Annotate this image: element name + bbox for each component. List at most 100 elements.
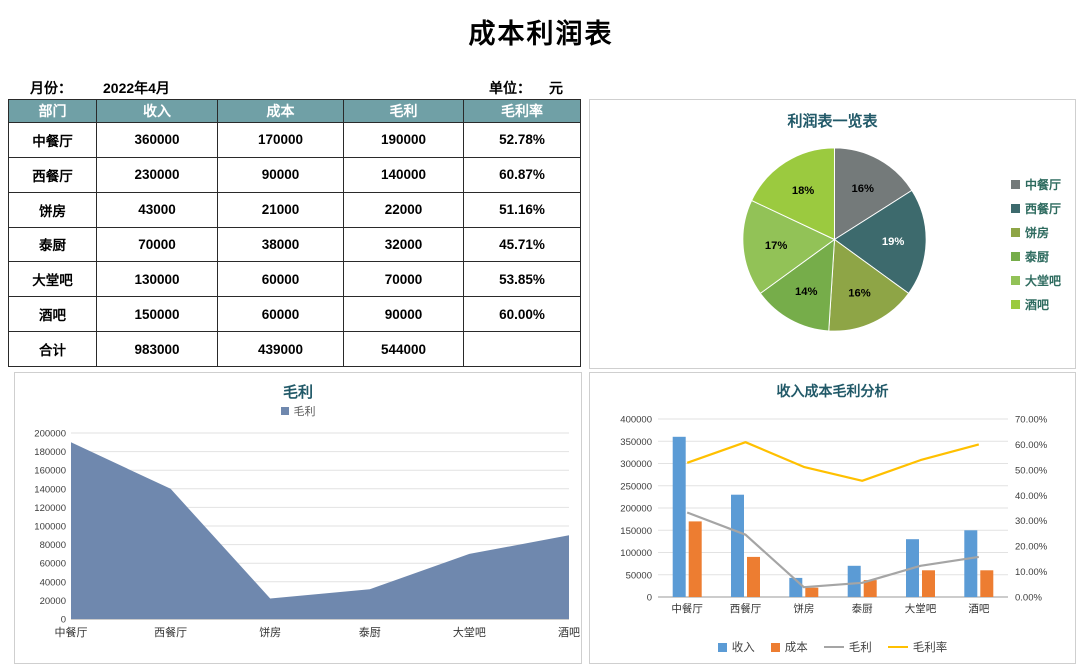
left-axis-label: 0 xyxy=(647,593,652,604)
bar-收入[interactable] xyxy=(964,530,978,598)
y-tick-label: 80000 xyxy=(40,540,66,551)
legend-label: 饼房 xyxy=(1024,226,1049,240)
table-cell[interactable]: 合计 xyxy=(8,331,97,367)
legend-label: 毛利 xyxy=(293,406,316,418)
area-series[interactable] xyxy=(71,442,569,619)
column-header[interactable]: 部门 xyxy=(8,99,97,123)
bar-收入[interactable] xyxy=(847,565,861,597)
table-cell[interactable]: 150000 xyxy=(96,296,218,333)
table-cell[interactable]: 983000 xyxy=(96,331,218,367)
table-cell[interactable]: 60.87% xyxy=(463,156,581,193)
legend-swatch xyxy=(1010,228,1020,237)
pie-slice-中餐厅[interactable] xyxy=(834,147,913,241)
x-tick-label: 饼房 xyxy=(793,602,814,615)
pie-chart: 16% 19% 16% 14% 17% 18% xyxy=(742,147,927,332)
bar-成本[interactable] xyxy=(747,556,760,597)
table-row: 酒吧 150000 60000 90000 60.00% xyxy=(8,296,581,333)
table-cell[interactable]: 51.16% xyxy=(463,191,581,228)
area-chart-legend: 毛利 xyxy=(15,403,581,419)
area-chart-panel[interactable]: 毛利 毛利 0 20000 40000 60000 80000 100000 120000 1… xyxy=(14,372,582,664)
table-cell[interactable]: 43000 xyxy=(96,191,218,228)
legend-swatch xyxy=(1010,300,1020,309)
table-cell[interactable]: 170000 xyxy=(217,122,344,158)
table-cell[interactable]: 140000 xyxy=(343,156,464,193)
cost-profit-table[interactable]: 部门 收入 成本 毛利 毛利率 中餐厅 360000 170000 190000 52.78% 西… xyxy=(8,99,581,367)
pie-slice-泰厨[interactable] xyxy=(759,238,836,332)
pie-slice-饼房[interactable] xyxy=(828,238,910,332)
bar-成本[interactable] xyxy=(980,570,994,597)
table-cell[interactable]: 22000 xyxy=(343,191,464,228)
table-cell[interactable]: 544000 xyxy=(343,331,464,367)
table-row: 中餐厅 360000 170000 190000 52.78% xyxy=(8,122,581,158)
table-cell[interactable]: 190000 xyxy=(343,122,464,158)
table-cell[interactable]: 中餐厅 xyxy=(8,122,97,158)
table-cell[interactable]: 45.71% xyxy=(463,226,581,263)
table-cell[interactable]: 60000 xyxy=(217,296,344,333)
table-cell[interactable]: 大堂吧 xyxy=(8,261,97,298)
combo-legend-item: 成本 xyxy=(770,639,808,655)
legend-label: 大堂吧 xyxy=(1024,274,1061,288)
bar-成本[interactable] xyxy=(805,587,819,597)
legend-label: 西餐厅 xyxy=(1024,202,1061,216)
table-cell[interactable]: 130000 xyxy=(96,261,218,298)
table-cell[interactable]: 21000 xyxy=(217,191,344,228)
table-cell[interactable]: 酒吧 xyxy=(8,296,97,333)
bar-成本[interactable] xyxy=(688,521,702,597)
y-tick-label: 60000 xyxy=(40,559,66,570)
pie-slice-大堂吧[interactable] xyxy=(742,199,836,295)
right-axis-label: 20.00% xyxy=(1015,542,1048,553)
table-cell[interactable]: 52.78% xyxy=(463,122,581,158)
left-axis-label: 50000 xyxy=(626,570,652,581)
y-tick-label: 180000 xyxy=(34,447,66,458)
x-tick-label: 中餐厅 xyxy=(671,602,703,615)
left-axis-label: 100000 xyxy=(620,548,652,559)
table-cell[interactable]: 60.00% xyxy=(463,296,581,333)
table-cell[interactable]: 32000 xyxy=(343,226,464,263)
table-row: 饼房 43000 21000 22000 51.16% xyxy=(8,191,581,228)
bar-成本[interactable] xyxy=(922,570,935,597)
column-header[interactable]: 成本 xyxy=(217,99,344,123)
table-cell[interactable]: 360000 xyxy=(96,122,218,158)
table-cell[interactable]: 泰厨 xyxy=(8,226,97,263)
bar-收入[interactable] xyxy=(672,436,686,597)
table-cell[interactable]: 230000 xyxy=(96,156,218,193)
table-row: 西餐厅 230000 90000 140000 60.87% xyxy=(8,156,581,193)
legend-label: 收入 xyxy=(731,642,755,654)
x-tick-label: 大堂吧 xyxy=(905,602,937,615)
table-header-row: 部门 收入 成本 毛利 毛利率 xyxy=(8,99,581,123)
bar-收入[interactable] xyxy=(731,494,744,597)
bar-成本[interactable] xyxy=(863,580,877,597)
table-cell[interactable] xyxy=(463,331,581,367)
pie-chart-panel[interactable]: 利润表一览表 16% 19% 16% 14% 17% 18% 中餐厅 西餐厅 饼房 泰厨 大堂吧酒… xyxy=(589,99,1076,369)
table-cell[interactable]: 70000 xyxy=(343,261,464,298)
table-cell[interactable]: 90000 xyxy=(343,296,464,333)
y-tick-label: 100000 xyxy=(34,522,66,533)
legend-label: 中餐厅 xyxy=(1024,178,1061,192)
area-chart-title: 毛利 xyxy=(282,384,313,401)
column-header[interactable]: 收入 xyxy=(96,99,218,123)
pie-slice-酒吧[interactable] xyxy=(750,147,835,241)
line-毛利率[interactable] xyxy=(686,441,980,482)
column-header[interactable]: 毛利 xyxy=(343,99,464,123)
legend-swatch xyxy=(1010,180,1020,189)
right-axis-label: 30.00% xyxy=(1015,516,1048,527)
x-tick-label: 西餐厅 xyxy=(730,602,762,615)
table-cell[interactable]: 西餐厅 xyxy=(8,156,97,193)
table-cell[interactable]: 38000 xyxy=(217,226,344,263)
table-cell[interactable]: 439000 xyxy=(217,331,344,367)
y-tick-label: 20000 xyxy=(40,596,66,607)
table-cell[interactable]: 饼房 xyxy=(8,191,97,228)
table-cell[interactable]: 53.85% xyxy=(463,261,581,298)
pie-slice-西餐厅[interactable] xyxy=(833,189,927,295)
table-cell[interactable]: 90000 xyxy=(217,156,344,193)
legend-label: 毛利率 xyxy=(912,642,948,654)
legend-swatch xyxy=(1010,252,1020,261)
right-axis-label: 60.00% xyxy=(1015,440,1048,451)
table-cell[interactable]: 70000 xyxy=(96,226,218,263)
table-cell[interactable]: 60000 xyxy=(217,261,344,298)
combo-chart-panel[interactable]: 收入成本毛利分析 0 50000 100000 150000 200000 250000 3… xyxy=(589,372,1076,664)
right-axis-label: 70.00% xyxy=(1015,415,1048,426)
line-毛利[interactable] xyxy=(686,511,979,589)
column-header[interactable]: 毛利率 xyxy=(463,99,581,123)
left-axis-label: 200000 xyxy=(620,504,652,515)
